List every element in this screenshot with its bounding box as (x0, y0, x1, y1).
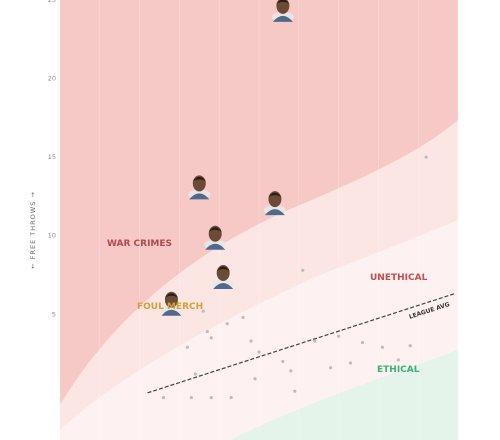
y-tick-label: 20 (48, 75, 56, 83)
headshot-jersey (272, 15, 293, 22)
player-dot (301, 268, 305, 272)
gridlines (59, 0, 459, 440)
player-dot (257, 350, 261, 354)
player-dot (380, 345, 384, 349)
player-dot (329, 366, 333, 370)
player-dot (408, 344, 412, 348)
y-tick-label: 15 (48, 153, 56, 161)
y-tick-label: 5 (52, 310, 56, 318)
player-headshot-marker (271, 0, 294, 22)
player-headshot-marker (188, 175, 211, 200)
headshot-face (276, 0, 290, 14)
player-dot (360, 340, 365, 345)
zone-bands (60, 0, 458, 440)
player-headshot-marker (212, 265, 235, 289)
player-dot (424, 155, 428, 159)
headshot-jersey (264, 209, 285, 216)
headshot-hair (192, 176, 206, 182)
headshot-jersey (161, 309, 182, 316)
player-headshot-marker (263, 191, 286, 216)
player-dot (189, 395, 193, 400)
player-dot (229, 395, 233, 400)
player-dot (396, 358, 400, 362)
player-dot (249, 339, 253, 343)
player-dot (289, 369, 293, 373)
zone-label-unethical: UNETHICAL (370, 273, 428, 283)
player-dot (241, 315, 245, 320)
y-tick-label: 10 (48, 232, 56, 240)
player-dot (201, 309, 205, 313)
headshot-hair (216, 266, 230, 271)
y-tick-label: 25 (48, 0, 56, 4)
y-axis-title: ← FREE THROWS → (29, 191, 37, 269)
player-dot (185, 345, 189, 349)
player-dot (281, 359, 285, 364)
player-dot (205, 329, 209, 334)
headshot-hair (276, 0, 290, 4)
player-dot (193, 372, 197, 376)
player-dot (161, 395, 166, 400)
player-dot (293, 389, 297, 393)
zone-foul-merch (60, 220, 458, 440)
player-dot (253, 377, 257, 381)
headshot-jersey (205, 243, 226, 250)
player-dot (225, 322, 229, 326)
headshot-hair (268, 192, 282, 198)
zone-labels: WAR CRIMES UNETHICAL FOUL MERCH ETHICAL (107, 239, 428, 375)
other-player-markers (161, 155, 428, 400)
headshot-jersey (213, 283, 234, 289)
player-headshot-marker (160, 291, 183, 316)
headshot-hair (164, 293, 178, 298)
zone-label-ethical: ETHICAL (377, 365, 420, 375)
zone-label-war-crimes: WAR CRIMES (107, 239, 172, 249)
player-dot (209, 395, 213, 400)
player-dot (209, 336, 213, 340)
headshot-hair (208, 227, 222, 232)
y-axis-ticks: 5 10 15 20 25 (48, 0, 56, 318)
zone-label-foul-merch: FOUL MERCH (137, 302, 203, 312)
player-dot (348, 361, 353, 365)
headshot-jersey (189, 193, 210, 200)
zone-ethical (230, 350, 458, 440)
highlighted-player-markers (160, 0, 294, 316)
player-headshot-marker (204, 225, 227, 250)
player-dot (337, 334, 341, 338)
player-dot (313, 339, 317, 343)
